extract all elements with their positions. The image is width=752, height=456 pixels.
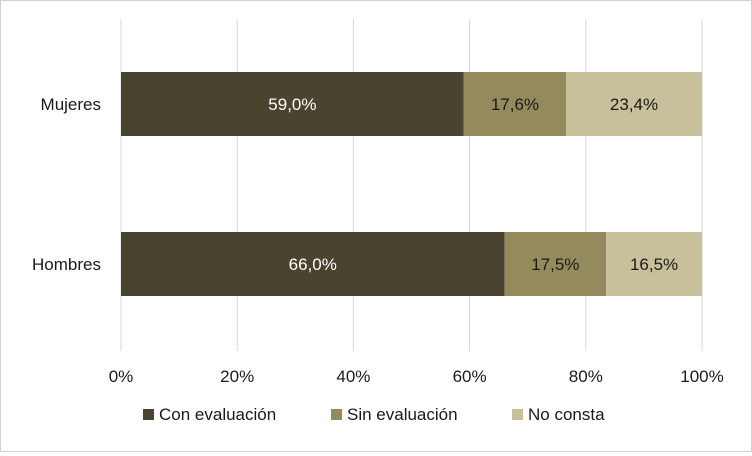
legend-swatch	[512, 409, 523, 420]
legend: Con evaluación Sin evaluación No consta	[143, 405, 605, 424]
legend-swatch	[143, 409, 154, 420]
x-tick-label: 60%	[453, 367, 487, 386]
x-tick-label: 40%	[336, 367, 370, 386]
data-label: 23,4%	[610, 95, 658, 114]
gridlines	[120, 19, 703, 351]
category-labels: Mujeres Hombres	[32, 95, 101, 274]
data-label: 66,0%	[289, 255, 337, 274]
bar-segment	[121, 72, 464, 136]
x-tick-label: 0%	[109, 367, 134, 386]
legend-label: Con evaluación	[159, 405, 276, 424]
data-label: 17,5%	[531, 255, 579, 274]
data-label: 16,5%	[630, 255, 678, 274]
bar-segment	[566, 72, 702, 136]
legend-swatch	[331, 409, 342, 420]
bar-segment	[121, 232, 505, 296]
x-axis-ticks: 0% 20% 40% 60% 80% 100%	[109, 367, 724, 386]
bar-segment	[504, 232, 607, 296]
legend-label: No consta	[528, 405, 605, 424]
x-tick-label: 20%	[220, 367, 254, 386]
x-tick-label: 80%	[569, 367, 603, 386]
category-label: Mujeres	[41, 95, 101, 114]
data-label: 17,6%	[491, 95, 539, 114]
bar-segment	[606, 232, 702, 296]
legend-label: Sin evaluación	[347, 405, 458, 424]
bar-segment	[463, 72, 567, 136]
bars: 59,0% 17,6% 23,4% 66,0% 17,5% 16,5%	[121, 72, 702, 296]
x-tick-label: 100%	[680, 367, 723, 386]
category-label: Hombres	[32, 255, 101, 274]
data-label: 59,0%	[268, 95, 316, 114]
